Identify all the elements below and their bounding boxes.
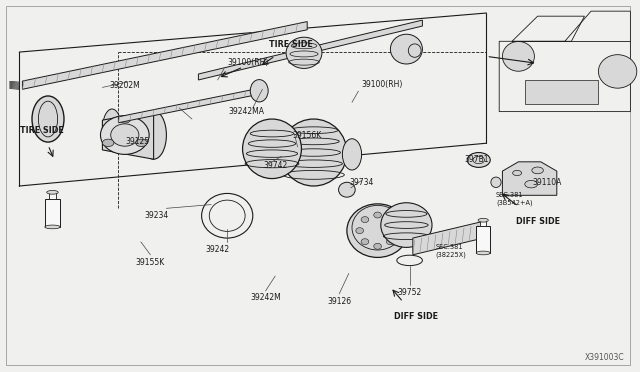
Polygon shape	[102, 111, 154, 159]
Bar	[49, 192, 56, 199]
Text: 39156K: 39156K	[292, 131, 322, 140]
Ellipse shape	[38, 101, 58, 137]
Text: SEC.381
(3B542+A): SEC.381 (3B542+A)	[496, 192, 532, 206]
Ellipse shape	[102, 139, 114, 147]
Ellipse shape	[502, 41, 534, 71]
Text: 39202M: 39202M	[109, 81, 140, 90]
Ellipse shape	[381, 203, 432, 247]
Ellipse shape	[387, 217, 394, 222]
Ellipse shape	[100, 116, 149, 154]
Ellipse shape	[136, 139, 147, 147]
Text: 39100(RH): 39100(RH)	[362, 80, 403, 89]
Polygon shape	[22, 22, 307, 89]
Ellipse shape	[525, 180, 538, 188]
Bar	[476, 226, 490, 253]
Polygon shape	[499, 11, 630, 112]
Ellipse shape	[513, 170, 522, 176]
Text: 39242MA: 39242MA	[228, 107, 264, 116]
Ellipse shape	[274, 140, 289, 161]
Text: DIFF SIDE: DIFF SIDE	[516, 217, 559, 226]
Polygon shape	[118, 89, 256, 123]
Ellipse shape	[374, 212, 381, 218]
Ellipse shape	[339, 182, 355, 197]
Ellipse shape	[390, 34, 422, 64]
Bar	[45, 199, 60, 227]
Ellipse shape	[342, 139, 362, 170]
Ellipse shape	[47, 190, 58, 194]
Text: X391003C: X391003C	[584, 353, 624, 362]
Text: 39242M: 39242M	[250, 293, 281, 302]
Ellipse shape	[478, 218, 488, 222]
Polygon shape	[198, 20, 422, 80]
Text: 39734: 39734	[349, 178, 374, 187]
Ellipse shape	[374, 243, 381, 249]
Text: 39155K: 39155K	[136, 258, 165, 267]
Text: 39752: 39752	[397, 288, 422, 296]
Ellipse shape	[532, 167, 543, 174]
Ellipse shape	[408, 44, 421, 57]
Text: TIRE SIDE: TIRE SIDE	[20, 126, 63, 135]
Ellipse shape	[111, 124, 139, 146]
Ellipse shape	[356, 228, 364, 234]
Text: 39100(RH): 39100(RH)	[227, 58, 269, 67]
Ellipse shape	[280, 119, 347, 186]
Ellipse shape	[347, 204, 408, 257]
Polygon shape	[413, 221, 483, 255]
Bar	[480, 220, 486, 226]
Bar	[525, 80, 598, 104]
Polygon shape	[502, 162, 557, 195]
Text: 39125: 39125	[125, 137, 150, 146]
Text: 39126: 39126	[327, 297, 351, 306]
Ellipse shape	[467, 153, 490, 167]
Text: 39242: 39242	[205, 245, 230, 254]
Ellipse shape	[476, 251, 490, 255]
Ellipse shape	[250, 80, 268, 102]
Ellipse shape	[387, 239, 394, 245]
Ellipse shape	[243, 119, 301, 179]
Ellipse shape	[286, 37, 322, 68]
Ellipse shape	[45, 225, 60, 229]
Ellipse shape	[392, 228, 399, 234]
Ellipse shape	[119, 116, 131, 123]
Text: 39234: 39234	[145, 211, 169, 220]
Ellipse shape	[491, 177, 501, 187]
Ellipse shape	[598, 55, 637, 88]
Text: DIFF SIDE: DIFF SIDE	[394, 312, 438, 321]
Ellipse shape	[361, 217, 369, 222]
Ellipse shape	[141, 111, 166, 159]
Text: 39110A: 39110A	[532, 178, 562, 187]
Text: TIRE SIDE: TIRE SIDE	[269, 40, 313, 49]
Ellipse shape	[32, 96, 64, 142]
Text: SEC.381
(38225X): SEC.381 (38225X)	[435, 244, 466, 258]
Text: 397B1: 397B1	[465, 155, 489, 164]
Text: 39742: 39742	[263, 161, 287, 170]
Ellipse shape	[102, 109, 122, 150]
Ellipse shape	[361, 239, 369, 245]
